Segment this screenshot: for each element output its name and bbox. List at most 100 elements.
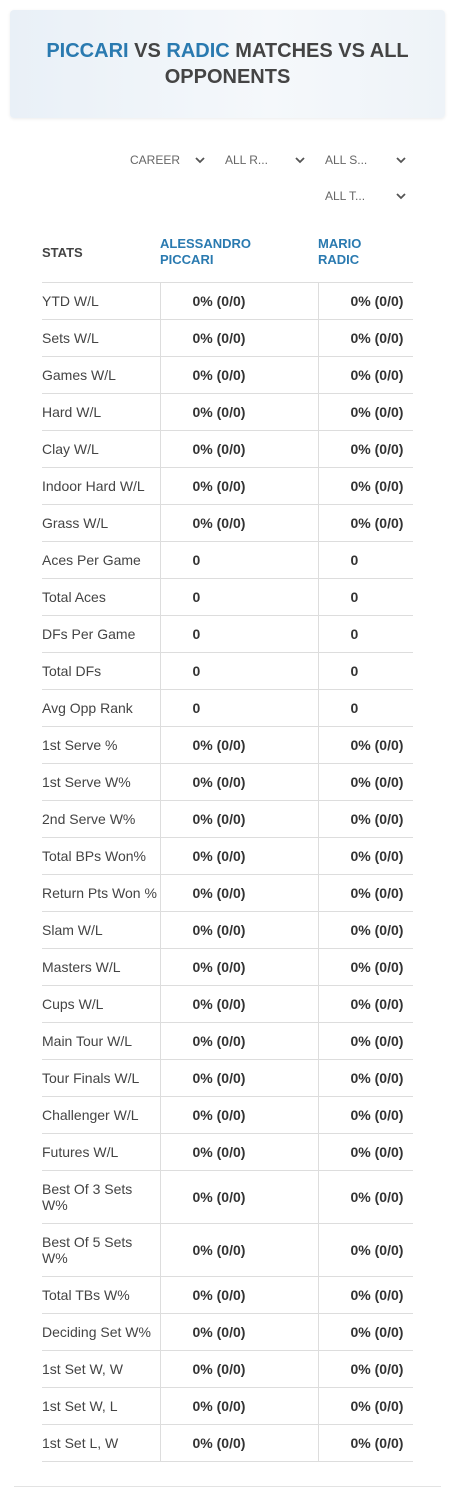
stat-label: Avg Opp Rank	[42, 689, 160, 727]
chevron[interactable]	[195, 155, 205, 165]
table-row: Sets W/L 0% (0/0) 0% (0/0)	[42, 319, 413, 357]
stat-value: 0% (0/0)	[317, 356, 413, 394]
divider	[14, 1486, 441, 1487]
table-row: DFs Per Game 0 0	[42, 615, 413, 653]
table-row: Indoor Hard W/L 0% (0/0) 0% (0/0)	[42, 467, 413, 505]
chevron[interactable]	[396, 155, 406, 165]
stat-value: 0	[317, 689, 413, 727]
stat-value: 0% (0/0)	[317, 282, 413, 320]
stat-value: 0% (0/0)	[159, 1276, 318, 1314]
table-row: Avg Opp Rank 0 0	[42, 689, 413, 727]
dropdown[interactable]: ALL R...	[225, 152, 305, 168]
dropdown-label[interactable]: ALL S...	[325, 153, 368, 167]
player-name[interactable]: MARIO RADIC	[318, 236, 362, 267]
table-row: 1st Set W, W 0% (0/0) 0% (0/0)	[42, 1350, 413, 1388]
dropdown[interactable]: ALL S...	[325, 152, 406, 168]
stat-value: 0% (0/0)	[317, 1096, 413, 1134]
stat-label: Hard W/L	[42, 393, 160, 431]
stat-label: Tour Finals W/L	[42, 1059, 160, 1097]
stat-value: 0% (0/0)	[317, 1059, 413, 1097]
stat-value: 0% (0/0)	[317, 1424, 413, 1462]
dropdown-label[interactable]: ALL T...	[325, 189, 366, 203]
stat-value: 0% (0/0)	[159, 985, 318, 1023]
col-header[interactable]: MARIO RADIC	[318, 222, 413, 283]
dropdown-label[interactable]: ALL R...	[225, 153, 268, 167]
table-row: Return Pts Won % 0% (0/0) 0% (0/0)	[42, 874, 413, 912]
stat-label: YTD W/L	[42, 282, 160, 320]
stat-value: 0	[317, 615, 413, 653]
table-row: Games W/L 0% (0/0) 0% (0/0)	[42, 356, 413, 394]
stat-value: 0	[159, 652, 318, 690]
stat-value: 0% (0/0)	[159, 1223, 318, 1277]
stat-value: 0% (0/0)	[159, 800, 318, 838]
stat-label: Cups W/L	[42, 985, 160, 1023]
stat-value: 0% (0/0)	[317, 1022, 413, 1060]
stat-value: 0% (0/0)	[317, 837, 413, 875]
table-row: Best Of 3 Sets W% 0% (0/0) 0% (0/0)	[42, 1170, 413, 1224]
stat-value: 0% (0/0)	[317, 800, 413, 838]
stat-label: Masters W/L	[42, 948, 160, 986]
stat-label: Total Aces	[42, 578, 160, 616]
stat-value: 0	[159, 578, 318, 616]
stat-label: Best Of 3 Sets W%	[42, 1170, 160, 1224]
stat-value: 0% (0/0)	[159, 467, 318, 505]
dropdown[interactable]: CAREER	[130, 152, 205, 168]
stat-value: 0	[159, 615, 318, 653]
stat-value: 0% (0/0)	[317, 726, 413, 764]
stat-label: Deciding Set W%	[42, 1313, 160, 1351]
table-row: Hard W/L 0% (0/0) 0% (0/0)	[42, 393, 413, 431]
player2[interactable]: RADIC	[166, 40, 230, 62]
table-row: Deciding Set W% 0% (0/0) 0% (0/0)	[42, 1313, 413, 1351]
stat-label: Return Pts Won %	[42, 874, 160, 912]
stat-value: 0	[317, 652, 413, 690]
stat-value: 0% (0/0)	[317, 393, 413, 431]
rest: MATCHES VS ALL OPPONENTS	[164, 40, 409, 88]
stat-label: 1st Serve W%	[42, 763, 160, 801]
stat-value: 0% (0/0)	[159, 1059, 318, 1097]
stat-value: 0	[159, 689, 318, 727]
stat-value: 0% (0/0)	[317, 874, 413, 912]
table-row: Cups W/L 0% (0/0) 0% (0/0)	[42, 985, 413, 1023]
stat-label: Games W/L	[42, 356, 160, 394]
dropdown-label[interactable]: CAREER	[130, 153, 181, 167]
stat-value: 0% (0/0)	[159, 911, 318, 949]
dropdown[interactable]: ALL T...	[325, 188, 406, 204]
stat-value: 0% (0/0)	[159, 1133, 318, 1171]
table-row: 1st Set L, W 0% (0/0) 0% (0/0)	[42, 1424, 413, 1462]
stat-value: 0% (0/0)	[159, 763, 318, 801]
stat-value: 0% (0/0)	[159, 319, 318, 357]
stat-value: 0% (0/0)	[317, 1387, 413, 1425]
stat-value: 0% (0/0)	[159, 282, 318, 320]
col-header[interactable]: ALESSANDRO PICCARI	[160, 222, 318, 283]
stat-value: 0% (0/0)	[159, 1096, 318, 1134]
stat-label: 1st Set W, W	[42, 1350, 160, 1388]
player1[interactable]: PICCARI	[46, 40, 129, 62]
stat-value: 0% (0/0)	[317, 1350, 413, 1388]
table-row: Grass W/L 0% (0/0) 0% (0/0)	[42, 504, 413, 542]
table-row: Futures W/L 0% (0/0) 0% (0/0)	[42, 1133, 413, 1171]
table-row: Total DFs 0 0	[42, 652, 413, 690]
table-row: Total Aces 0 0	[42, 578, 413, 616]
stat-value: 0% (0/0)	[159, 874, 318, 912]
header-row: STATS ALESSANDRO PICCARI MARIO RADIC	[42, 222, 413, 283]
vs: VS	[134, 40, 161, 62]
stat-label: 1st Serve %	[42, 726, 160, 764]
table-row: YTD W/L 0% (0/0) 0% (0/0)	[42, 282, 413, 320]
table-row: Aces Per Game 0 0	[42, 541, 413, 579]
chevron[interactable]	[396, 191, 406, 201]
title: PICCARI VS RADIC MATCHES VS ALL OPPONENT…	[20, 38, 435, 90]
stat-label: Total DFs	[42, 652, 160, 690]
stat-label: Total TBs W%	[42, 1276, 160, 1314]
stat-value: 0% (0/0)	[159, 1022, 318, 1060]
stat-value: 0% (0/0)	[317, 1223, 413, 1277]
table-row: Masters W/L 0% (0/0) 0% (0/0)	[42, 948, 413, 986]
stat-value: 0	[317, 541, 413, 579]
stat-label: Best Of 5 Sets W%	[42, 1223, 160, 1277]
table-body: YTD W/L 0% (0/0) 0% (0/0) Sets W/L 0% (0/0) 0…	[42, 282, 413, 1462]
chevron[interactable]	[295, 155, 305, 165]
stat-label: Slam W/L	[42, 911, 160, 949]
header: PICCARI VS RADIC MATCHES VS ALL OPPONENT…	[10, 10, 445, 118]
player-name[interactable]: ALESSANDRO PICCARI	[160, 236, 252, 267]
stat-value: 0% (0/0)	[159, 1350, 318, 1388]
stat-label: Challenger W/L	[42, 1096, 160, 1134]
